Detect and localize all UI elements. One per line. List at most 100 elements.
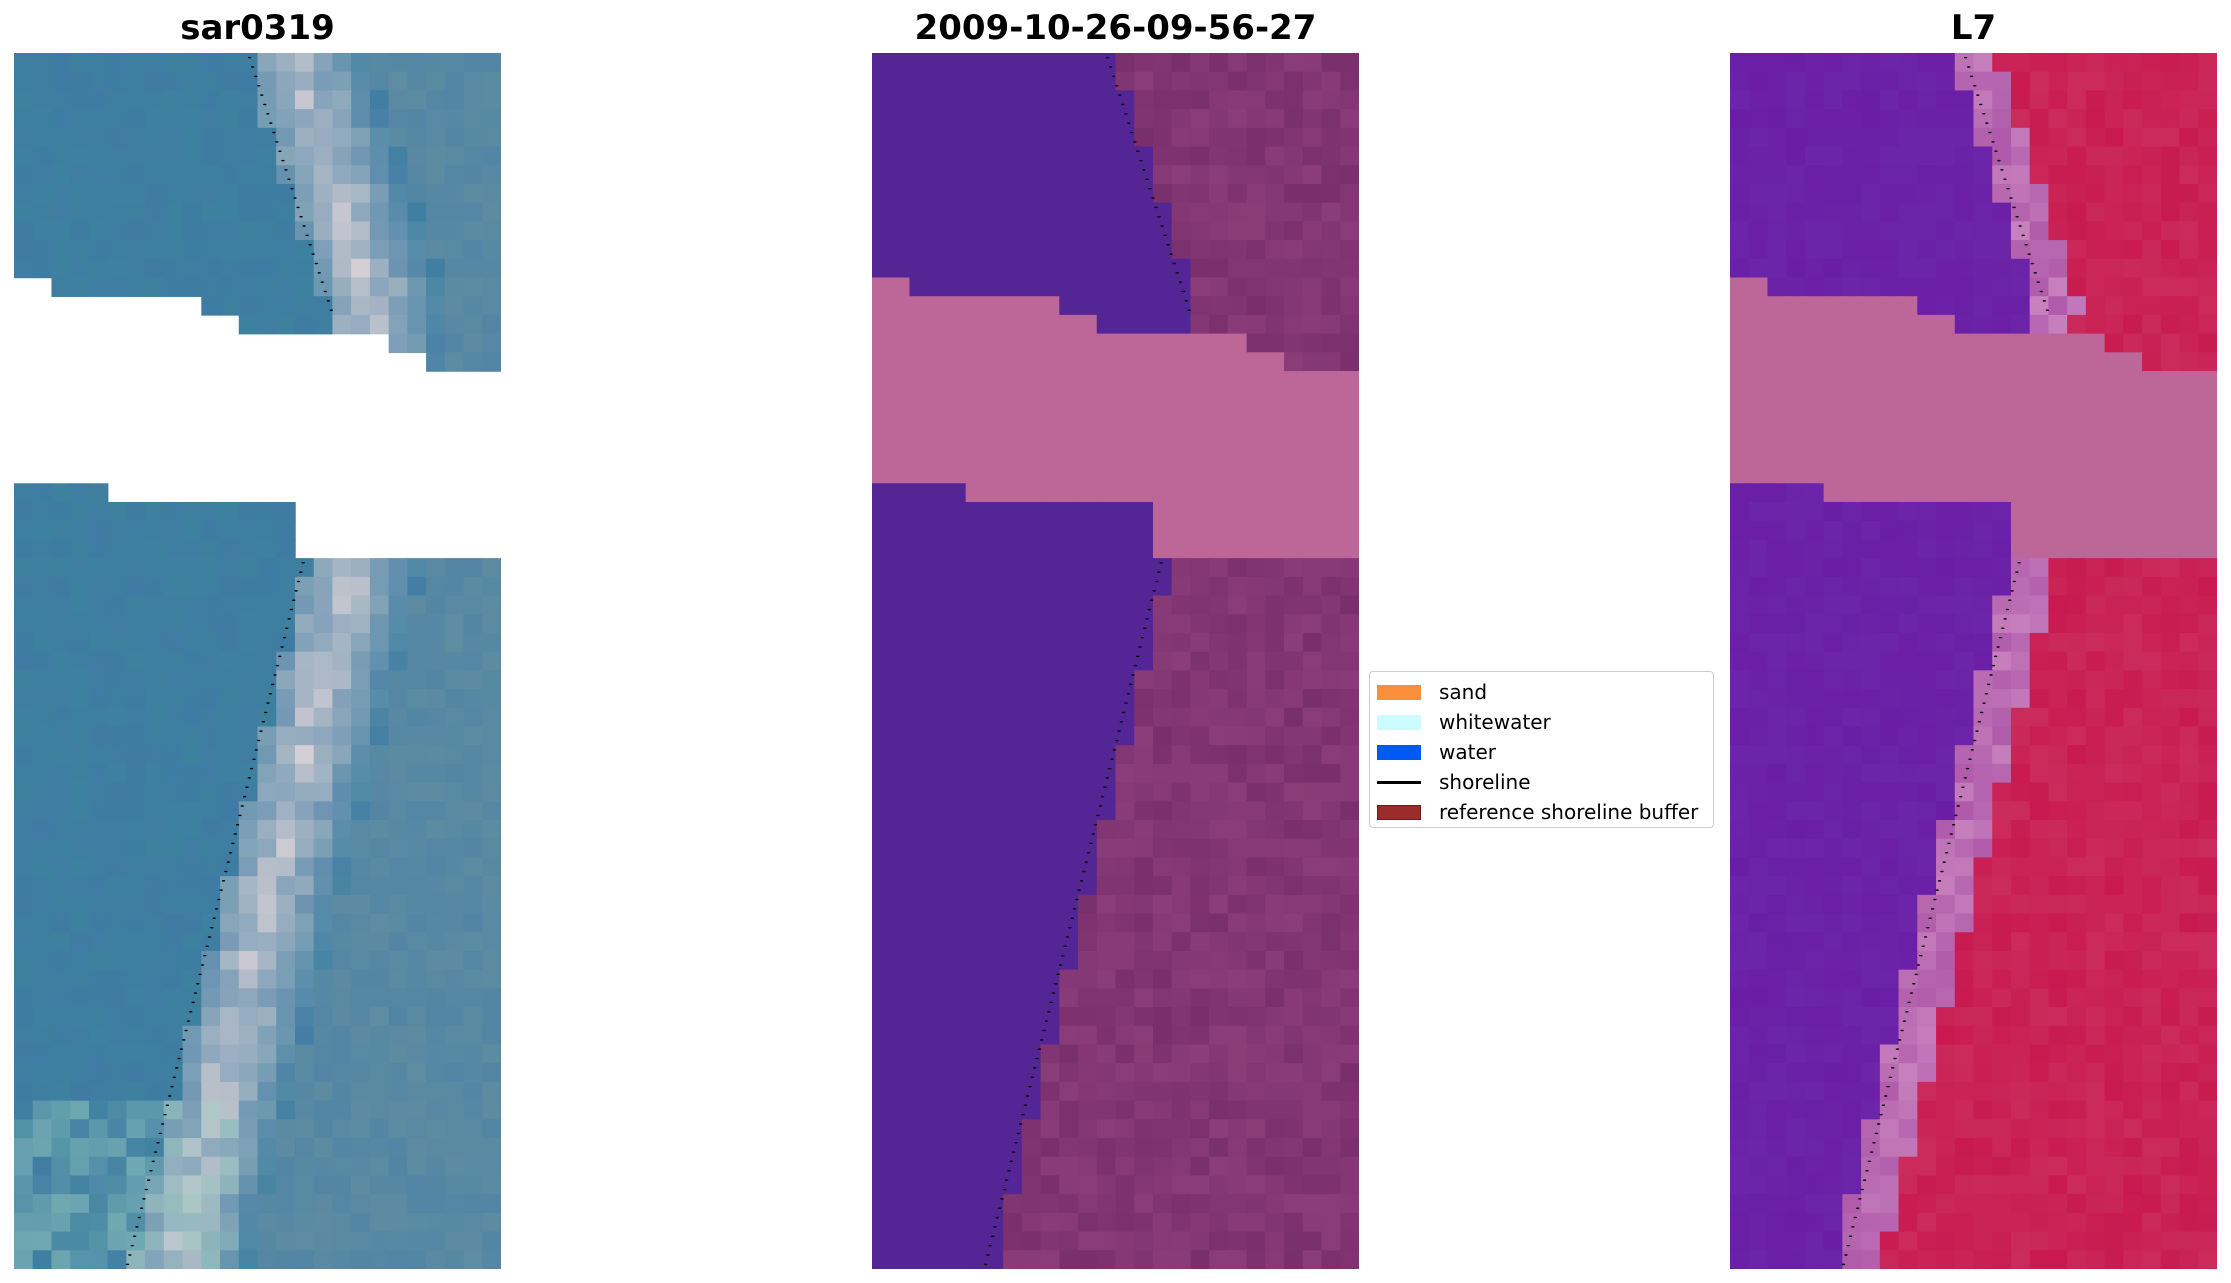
rgb-pixel (313, 314, 334, 335)
rgb-pixel (463, 632, 484, 653)
rgb-pixel (88, 221, 109, 241)
index-pixel (1992, 1212, 2012, 1233)
index-pixel (2048, 445, 2068, 466)
index-pixel (1973, 913, 1993, 934)
index-pixel (2029, 801, 2050, 821)
rgb-pixel (201, 988, 221, 1008)
index-pixel (1730, 1025, 1750, 1046)
index-pixel (1954, 558, 1975, 578)
classified-pixel (928, 146, 948, 166)
classified-pixel (984, 1119, 1004, 1139)
classified-pixel (1302, 501, 1323, 522)
index-pixel (2142, 745, 2162, 765)
classified-pixel (1265, 782, 1285, 803)
classified-pixel (965, 838, 986, 859)
index-pixel (1898, 1250, 1919, 1269)
classified-pixel (1152, 1081, 1173, 1102)
index-pixel (2123, 1212, 2143, 1233)
classified-pixel (890, 1044, 911, 1064)
rgb-pixel (238, 689, 259, 709)
classified-pixel (872, 1250, 892, 1269)
classified-pixel (1040, 352, 1061, 372)
index-pixel (1804, 894, 1825, 915)
rgb-pixel (276, 146, 296, 166)
index-pixel (1748, 221, 1769, 241)
rgb-pixel (201, 165, 221, 185)
index-pixel (2160, 632, 2181, 653)
rgb-pixel (463, 1231, 484, 1252)
rgb-pixel (294, 1081, 315, 1102)
rgb-pixel (163, 1212, 184, 1233)
classified-pixel (1209, 408, 1229, 428)
classified-pixel (1302, 969, 1323, 990)
classified-pixel (965, 333, 986, 354)
classified-pixel (872, 427, 892, 447)
shoreline-point (1130, 131, 1134, 134)
classified-pixel (872, 1175, 892, 1195)
shoreline-point (200, 964, 205, 966)
rgb-pixel (201, 1175, 221, 1195)
classified-pixel (965, 763, 986, 784)
rgb-pixel (482, 932, 501, 952)
rgb-pixel (407, 707, 427, 728)
classified-pixel (1003, 670, 1023, 690)
classified-pixel (1152, 558, 1173, 578)
rgb-pixel (145, 932, 165, 952)
index-pixel (2198, 576, 2217, 597)
index-pixel (2142, 1138, 2162, 1158)
rgb-pixel (482, 969, 501, 990)
index-pixel (1936, 1175, 1956, 1195)
classified-pixel (1115, 501, 1135, 522)
index-pixel (1823, 427, 1844, 447)
rgb-pixel (220, 857, 240, 877)
rgb-pixel (351, 1231, 371, 1252)
index-pixel (1936, 632, 1956, 653)
index-pixel (1992, 445, 2012, 466)
rgb-pixel (107, 595, 128, 615)
classified-pixel (872, 408, 892, 428)
rgb-pixel (369, 71, 390, 92)
index-pixel (1748, 539, 1769, 559)
classified-pixel (965, 651, 986, 672)
rgb-pixel (444, 277, 465, 297)
rgb-pixel (51, 183, 71, 204)
classified-pixel (1152, 258, 1173, 279)
rgb-pixel (88, 820, 109, 840)
index-pixel (1954, 1231, 1975, 1252)
classified-pixel (1115, 296, 1135, 316)
rgb-pixel (426, 707, 446, 728)
index-pixel (1823, 389, 1844, 410)
classified-pixel (946, 483, 967, 503)
classified-pixel (1321, 109, 1342, 129)
rgb-pixel (238, 240, 259, 260)
rgb-pixel (220, 876, 240, 896)
index-pixel (2029, 782, 2050, 803)
classified-pixel (1003, 876, 1023, 896)
classified-pixel (1096, 595, 1117, 615)
classified-pixel (1078, 894, 1098, 915)
classified-pixel (928, 632, 948, 653)
rgb-pixel (51, 1231, 71, 1252)
classified-pixel (1152, 221, 1173, 241)
shoreline-point (326, 300, 331, 302)
rgb-pixel (332, 876, 352, 896)
rgb-pixel (220, 71, 240, 92)
index-pixel (1917, 408, 1937, 428)
classified-pixel (872, 146, 892, 166)
classified-pixel (872, 670, 892, 690)
rgb-pixel (70, 595, 90, 615)
index-pixel (1748, 726, 1769, 746)
classified-pixel (1134, 1119, 1154, 1139)
rgb-pixel (369, 1081, 390, 1102)
index-pixel (1786, 932, 1806, 952)
shoreline-point (1152, 590, 1156, 592)
classified-pixel (1003, 614, 1023, 634)
rgb-pixel (407, 1156, 427, 1177)
classified-pixel (965, 988, 986, 1008)
index-pixel (1786, 296, 1806, 316)
index-pixel (2010, 352, 2031, 372)
rgb-pixel (220, 520, 240, 541)
rgb-pixel (332, 1231, 352, 1252)
shoreline-point (323, 290, 327, 293)
classified-pixel (1078, 595, 1098, 615)
